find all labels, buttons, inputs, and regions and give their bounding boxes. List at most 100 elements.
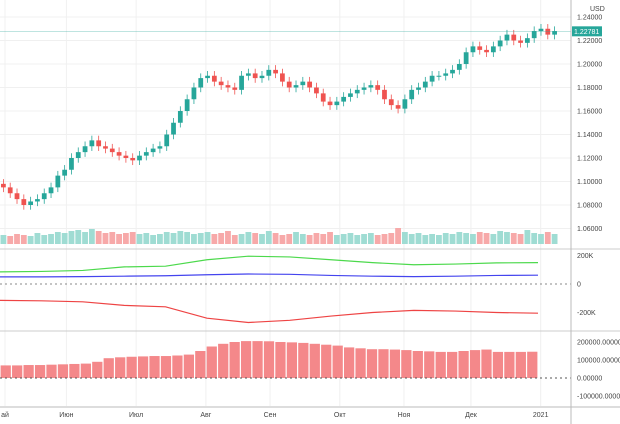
histogram-bar xyxy=(424,351,435,378)
histogram-bar xyxy=(504,351,515,378)
volume-bar xyxy=(122,233,129,244)
candle-body xyxy=(524,38,530,43)
indicator-tick-label: 200K xyxy=(577,253,594,260)
volume-bar xyxy=(347,233,354,244)
histogram-tick-label: 0.00000 xyxy=(577,376,602,383)
histogram-tick-label: -100000.00000 xyxy=(577,394,620,401)
volume-bar xyxy=(231,235,238,244)
candle-body xyxy=(341,96,347,102)
histogram-bar xyxy=(80,363,91,378)
histogram-bar xyxy=(412,351,423,378)
histogram-bar xyxy=(286,342,298,378)
volume-bar xyxy=(7,236,14,244)
price-tick-label: 1.10000 xyxy=(577,179,602,186)
volume-bar xyxy=(531,233,538,244)
candle-body xyxy=(266,69,272,76)
volume-bar xyxy=(456,232,463,244)
volume-bar xyxy=(272,233,279,244)
candle-body xyxy=(177,111,183,123)
candle-body xyxy=(368,85,374,88)
x-tick-label: Сен xyxy=(264,412,277,419)
volume-bar xyxy=(483,233,490,244)
volume-bar xyxy=(388,233,395,244)
price-tick-label: 1.24000 xyxy=(577,15,602,22)
candle-body xyxy=(75,152,81,158)
volume-bar xyxy=(517,234,524,244)
candle-body xyxy=(171,122,176,135)
x-tick-label: Окт xyxy=(334,412,347,419)
volume-bar xyxy=(306,235,313,244)
volume-bar xyxy=(116,234,122,244)
candle-body xyxy=(531,31,537,39)
volume-bar xyxy=(327,232,333,244)
volume-bar xyxy=(401,232,408,244)
histogram-bar xyxy=(469,350,481,378)
candle-body xyxy=(89,140,95,147)
histogram-bar xyxy=(57,364,69,378)
histogram-bar xyxy=(0,365,11,378)
indicator-line-blue xyxy=(0,273,539,278)
candle-body xyxy=(409,89,415,100)
histogram-bar xyxy=(435,351,446,378)
histogram-bar xyxy=(447,351,458,378)
volume-bar xyxy=(265,231,272,244)
currency-label: USD xyxy=(590,6,605,13)
candle-body xyxy=(382,89,387,100)
volume-bar xyxy=(252,233,259,244)
histogram-bar xyxy=(46,364,57,378)
volume-bar xyxy=(279,235,286,244)
last-price-label: 1.22781 xyxy=(574,29,599,36)
histogram-bar xyxy=(492,351,504,378)
price-tick-label: 1.20000 xyxy=(577,62,602,69)
candle-body xyxy=(545,28,551,35)
volume-bar xyxy=(463,233,470,244)
indicator-line-red xyxy=(0,299,539,324)
candle-body xyxy=(239,75,244,90)
candle-body xyxy=(211,75,217,82)
histogram-bar xyxy=(229,342,240,378)
candle-body xyxy=(130,158,136,161)
volume-bar xyxy=(538,234,544,244)
histogram-bar xyxy=(275,342,286,378)
candle-body xyxy=(62,169,68,176)
candle-body xyxy=(157,146,163,149)
candle-body xyxy=(82,146,88,153)
histogram-bar xyxy=(252,341,263,378)
histogram-bar xyxy=(69,363,80,378)
histogram-bar xyxy=(321,344,332,378)
volume-bar xyxy=(218,233,225,244)
volume-bar xyxy=(225,231,231,244)
volume-bar xyxy=(211,234,218,244)
histogram-bar xyxy=(206,346,217,378)
volume-bar xyxy=(41,235,48,244)
candle-body xyxy=(245,73,251,76)
volume-bar xyxy=(34,233,41,244)
volume-bar xyxy=(367,233,374,244)
volume-bar xyxy=(177,231,184,244)
volume-bar xyxy=(476,232,483,244)
volume-bar xyxy=(299,234,306,244)
volume-bar xyxy=(109,232,116,244)
histogram-bar xyxy=(378,349,389,378)
histogram-bar xyxy=(218,343,229,378)
candle-body xyxy=(436,75,442,77)
candle-body xyxy=(348,93,353,97)
candle-body xyxy=(443,73,449,76)
candle-body xyxy=(164,134,170,147)
histogram-bar xyxy=(389,349,401,378)
candle-body xyxy=(504,34,510,41)
volume-bar xyxy=(436,235,442,244)
histogram-bar xyxy=(355,348,366,378)
candle-body xyxy=(429,75,435,82)
volume-bar xyxy=(320,234,327,244)
price-tick-label: 1.18000 xyxy=(577,85,602,92)
candle-body xyxy=(35,199,40,202)
volume-bar xyxy=(340,234,347,244)
candle-body xyxy=(293,85,299,88)
price-tick-label: 1.08000 xyxy=(577,203,602,210)
volume-bar xyxy=(75,230,82,244)
candle-body xyxy=(48,187,54,194)
volume-bar xyxy=(157,234,163,244)
candle-body xyxy=(150,148,156,153)
